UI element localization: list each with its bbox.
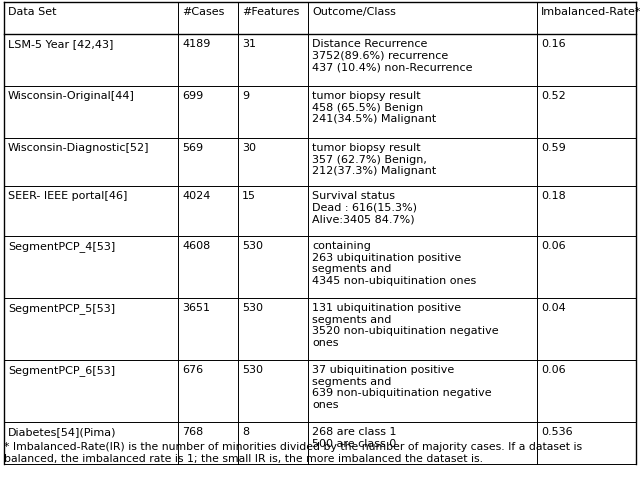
Text: 0.59: 0.59 — [541, 143, 566, 152]
Text: 8: 8 — [242, 426, 249, 436]
Text: Diabetes[54](Pima): Diabetes[54](Pima) — [8, 426, 116, 436]
Text: LSM-5 Year [42,43]: LSM-5 Year [42,43] — [8, 39, 113, 49]
Text: 530: 530 — [242, 302, 263, 312]
Text: 699: 699 — [182, 91, 204, 101]
Text: 0.52: 0.52 — [541, 91, 566, 101]
Text: 9: 9 — [242, 91, 249, 101]
Text: 0.06: 0.06 — [541, 241, 566, 251]
Text: 0.06: 0.06 — [541, 364, 566, 374]
Text: 0.536: 0.536 — [541, 426, 573, 436]
Text: Wisconsin-Original[44]: Wisconsin-Original[44] — [8, 91, 135, 101]
Text: Imbalanced-Rate*: Imbalanced-Rate* — [541, 7, 640, 17]
Text: 0.18: 0.18 — [541, 191, 566, 200]
Text: 31: 31 — [242, 39, 256, 49]
Text: #Cases: #Cases — [182, 7, 225, 17]
Text: 676: 676 — [182, 364, 203, 374]
Text: tumor biopsy result
458 (65.5%) Benign
241(34.5%) Malignant: tumor biopsy result 458 (65.5%) Benign 2… — [312, 91, 436, 124]
Text: 4608: 4608 — [182, 241, 211, 251]
Text: Distance Recurrence
3752(89.6%) recurrence
437 (10.4%) non-Recurrence: Distance Recurrence 3752(89.6%) recurren… — [312, 39, 472, 72]
Text: 0.04: 0.04 — [541, 302, 566, 312]
Text: SegmentPCP_4[53]: SegmentPCP_4[53] — [8, 241, 115, 251]
Text: 530: 530 — [242, 241, 263, 251]
Text: #Features: #Features — [242, 7, 300, 17]
Text: 15: 15 — [242, 191, 256, 200]
Text: 131 ubiquitination positive
segments and
3520 non-ubiquitination negative
ones: 131 ubiquitination positive segments and… — [312, 302, 499, 347]
Text: 768: 768 — [182, 426, 204, 436]
Text: Data Set: Data Set — [8, 7, 56, 17]
Text: Survival status
Dead : 616(15.3%)
Alive:3405 84.7%): Survival status Dead : 616(15.3%) Alive:… — [312, 191, 417, 224]
Text: SegmentPCP_6[53]: SegmentPCP_6[53] — [8, 364, 115, 375]
Text: containing
263 ubiquitination positive
segments and
4345 non-ubiquitination ones: containing 263 ubiquitination positive s… — [312, 241, 476, 285]
Text: 3651: 3651 — [182, 302, 210, 312]
Text: 569: 569 — [182, 143, 203, 152]
Text: 268 are class 1
500 are class 0: 268 are class 1 500 are class 0 — [312, 426, 397, 448]
Text: Wisconsin-Diagnostic[52]: Wisconsin-Diagnostic[52] — [8, 143, 150, 152]
Text: * Imbalanced-Rate(IR) is the number of minorities divided by the number of major: * Imbalanced-Rate(IR) is the number of m… — [4, 441, 582, 463]
Text: 530: 530 — [242, 364, 263, 374]
Text: 4024: 4024 — [182, 191, 211, 200]
Text: SegmentPCP_5[53]: SegmentPCP_5[53] — [8, 302, 115, 313]
Text: 30: 30 — [242, 143, 256, 152]
Text: Outcome/Class: Outcome/Class — [312, 7, 396, 17]
Text: 37 ubiquitination positive
segments and
639 non-ubiquitination negative
ones: 37 ubiquitination positive segments and … — [312, 364, 492, 409]
Text: 4189: 4189 — [182, 39, 211, 49]
Text: SEER- IEEE portal[46]: SEER- IEEE portal[46] — [8, 191, 127, 200]
Text: 0.16: 0.16 — [541, 39, 566, 49]
Text: tumor biopsy result
357 (62.7%) Benign,
212(37.3%) Malignant: tumor biopsy result 357 (62.7%) Benign, … — [312, 143, 436, 176]
